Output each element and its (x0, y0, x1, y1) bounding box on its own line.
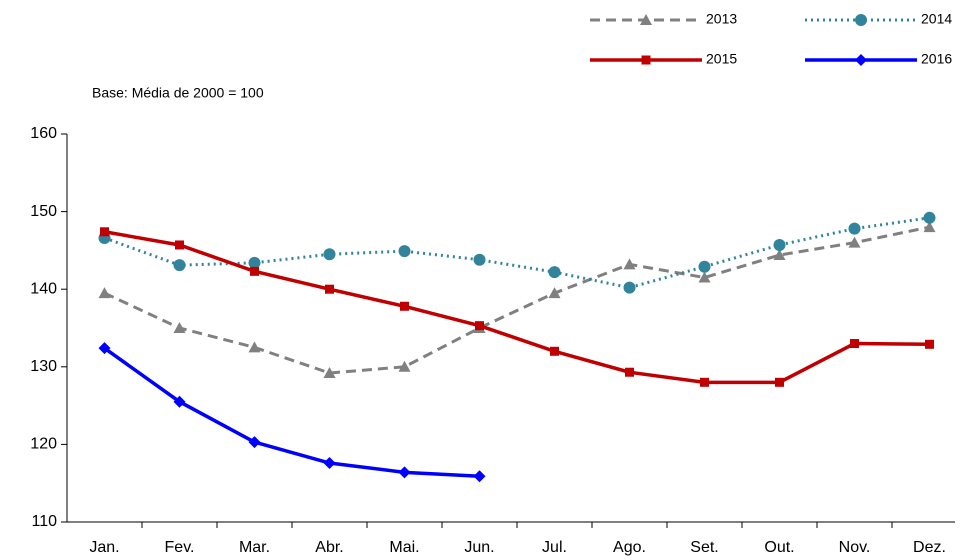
data-point (773, 249, 786, 261)
data-point (623, 258, 636, 270)
data-point (700, 377, 709, 387)
data-point (400, 301, 409, 311)
data-point (773, 238, 786, 251)
x-tick-label: Dez. (913, 539, 946, 556)
y-tick-label: 110 (31, 513, 57, 530)
data-point (173, 322, 186, 333)
data-point (850, 339, 859, 349)
y-tick-label: 160 (30, 125, 57, 142)
x-tick-label: Out. (764, 539, 794, 556)
data-point (923, 221, 936, 233)
data-point (323, 457, 336, 470)
data-point (925, 339, 934, 349)
data-point (398, 245, 411, 258)
x-tick-label: Mai. (389, 539, 419, 556)
data-point (323, 367, 336, 379)
data-point (248, 341, 261, 353)
legend-marker (640, 14, 652, 25)
data-point (473, 253, 486, 266)
data-point (848, 222, 861, 235)
series-line (103, 346, 480, 478)
legend-label: 2016 (921, 51, 952, 67)
y-tick-label: 120 (30, 436, 57, 453)
legend-marker (855, 14, 867, 26)
data-point (173, 395, 186, 408)
data-point (550, 346, 559, 356)
x-tick-label: Jan. (89, 539, 119, 556)
data-point (98, 287, 111, 299)
legend-marker (641, 55, 651, 65)
data-point (923, 211, 936, 224)
data-point (473, 470, 486, 483)
legend-label: 2015 (706, 51, 737, 67)
data-point (398, 360, 411, 372)
chart-subtitle: Base: Média de 2000 = 100 (92, 85, 264, 101)
legend-marker (855, 54, 867, 66)
data-point (623, 281, 636, 294)
data-point (98, 342, 111, 355)
x-tick-label: Jul. (542, 539, 567, 556)
legend-label: 2013 (706, 11, 737, 27)
data-point (548, 266, 561, 279)
series-line (104, 230, 930, 385)
data-point (398, 466, 411, 479)
data-point (698, 260, 711, 273)
data-point (475, 321, 484, 331)
data-point (775, 377, 784, 387)
x-tick-label: Abr. (315, 539, 343, 556)
data-point (250, 266, 259, 276)
data-point (323, 248, 336, 261)
y-tick-label: 150 (30, 203, 57, 220)
x-tick-label: Ago. (613, 539, 646, 556)
data-point (248, 436, 261, 449)
data-point (325, 284, 334, 294)
series-line (103, 216, 930, 290)
data-point (175, 240, 184, 250)
x-tick-label: Mar. (239, 539, 270, 556)
data-point (100, 227, 109, 237)
x-tick-label: Jun. (464, 539, 494, 556)
x-tick-label: Set. (690, 539, 718, 556)
data-point (698, 271, 711, 283)
x-tick-label: Fev. (165, 539, 195, 556)
data-point (548, 287, 561, 299)
y-tick-label: 140 (30, 280, 57, 297)
data-point (848, 236, 861, 248)
data-point (625, 367, 634, 377)
legend-label: 2014 (921, 11, 952, 27)
series-line (103, 225, 930, 375)
data-point (248, 256, 261, 269)
data-point (173, 259, 186, 272)
x-tick-label: Nov. (839, 539, 871, 556)
y-tick-label: 130 (30, 358, 57, 375)
